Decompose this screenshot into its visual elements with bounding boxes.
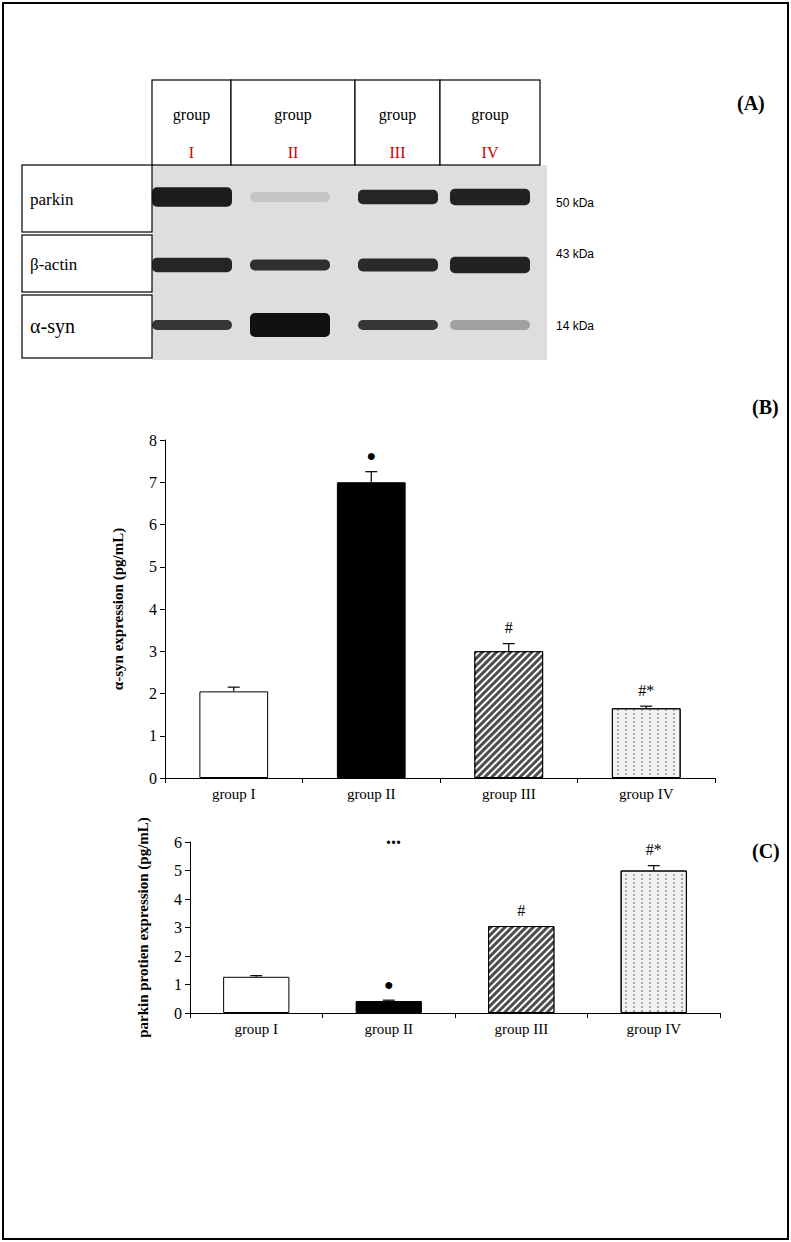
svg-text:II: II (288, 144, 299, 161)
svg-text:3: 3 (174, 919, 182, 936)
svg-text:1: 1 (174, 976, 182, 993)
svg-text:group: group (274, 106, 311, 124)
svg-text:2: 2 (174, 948, 182, 965)
svg-text:5: 5 (149, 558, 157, 575)
svg-text:0: 0 (149, 770, 157, 787)
svg-text:α-syn: α-syn (30, 315, 75, 338)
svg-text:group: group (173, 106, 210, 124)
html-text:(A): (A) (737, 92, 765, 114)
svg-text:IV: IV (482, 144, 499, 161)
html-text:(B): (B) (752, 396, 779, 418)
svg-text:parkin: parkin (30, 190, 74, 209)
svg-text:group I: group I (234, 1021, 278, 1037)
svg-text:7: 7 (149, 474, 157, 491)
svg-text:0: 0 (174, 1005, 182, 1022)
svg-text:group III: group III (494, 1021, 548, 1037)
svg-text:1: 1 (149, 727, 157, 744)
svg-text:2: 2 (149, 685, 157, 702)
svg-text:8: 8 (149, 432, 157, 449)
svg-text:group II: group II (364, 1021, 413, 1037)
svg-text:3: 3 (149, 643, 157, 660)
svg-text:I: I (189, 144, 194, 161)
svg-text:α-syn expression (pg/mL): α-syn expression (pg/mL) (110, 528, 127, 690)
svg-text:14 kDa: 14 kDa (556, 319, 594, 333)
svg-text:6: 6 (149, 516, 157, 533)
svg-text:group III: group III (482, 786, 536, 802)
svg-text:#: # (517, 902, 525, 919)
svg-text:50 kDa: 50 kDa (556, 196, 594, 210)
svg-text:group: group (471, 106, 508, 124)
svg-text:group IV: group IV (619, 786, 674, 802)
svg-text:●: ● (366, 447, 376, 464)
svg-text:5: 5 (174, 862, 182, 879)
svg-text:group IV: group IV (626, 1021, 681, 1037)
html-text:(C): (C) (752, 840, 780, 862)
svg-text:group: group (379, 106, 416, 124)
svg-text:III: III (390, 144, 406, 161)
svg-text:●: ● (384, 976, 394, 993)
svg-text:43 kDa: 43 kDa (556, 247, 594, 261)
svg-text:group II: group II (347, 786, 396, 802)
svg-text:β-actin: β-actin (30, 255, 78, 274)
svg-text:parkin protien expression (pg/: parkin protien expression (pg/mL) (135, 817, 152, 1038)
svg-text:#*: #* (638, 682, 654, 699)
svg-text:4: 4 (149, 601, 157, 618)
svg-text:6: 6 (174, 834, 182, 851)
svg-text:4: 4 (174, 891, 182, 908)
svg-text:group I: group I (212, 786, 256, 802)
svg-text:#*: #* (646, 841, 662, 858)
svg-text:#: # (505, 619, 513, 636)
